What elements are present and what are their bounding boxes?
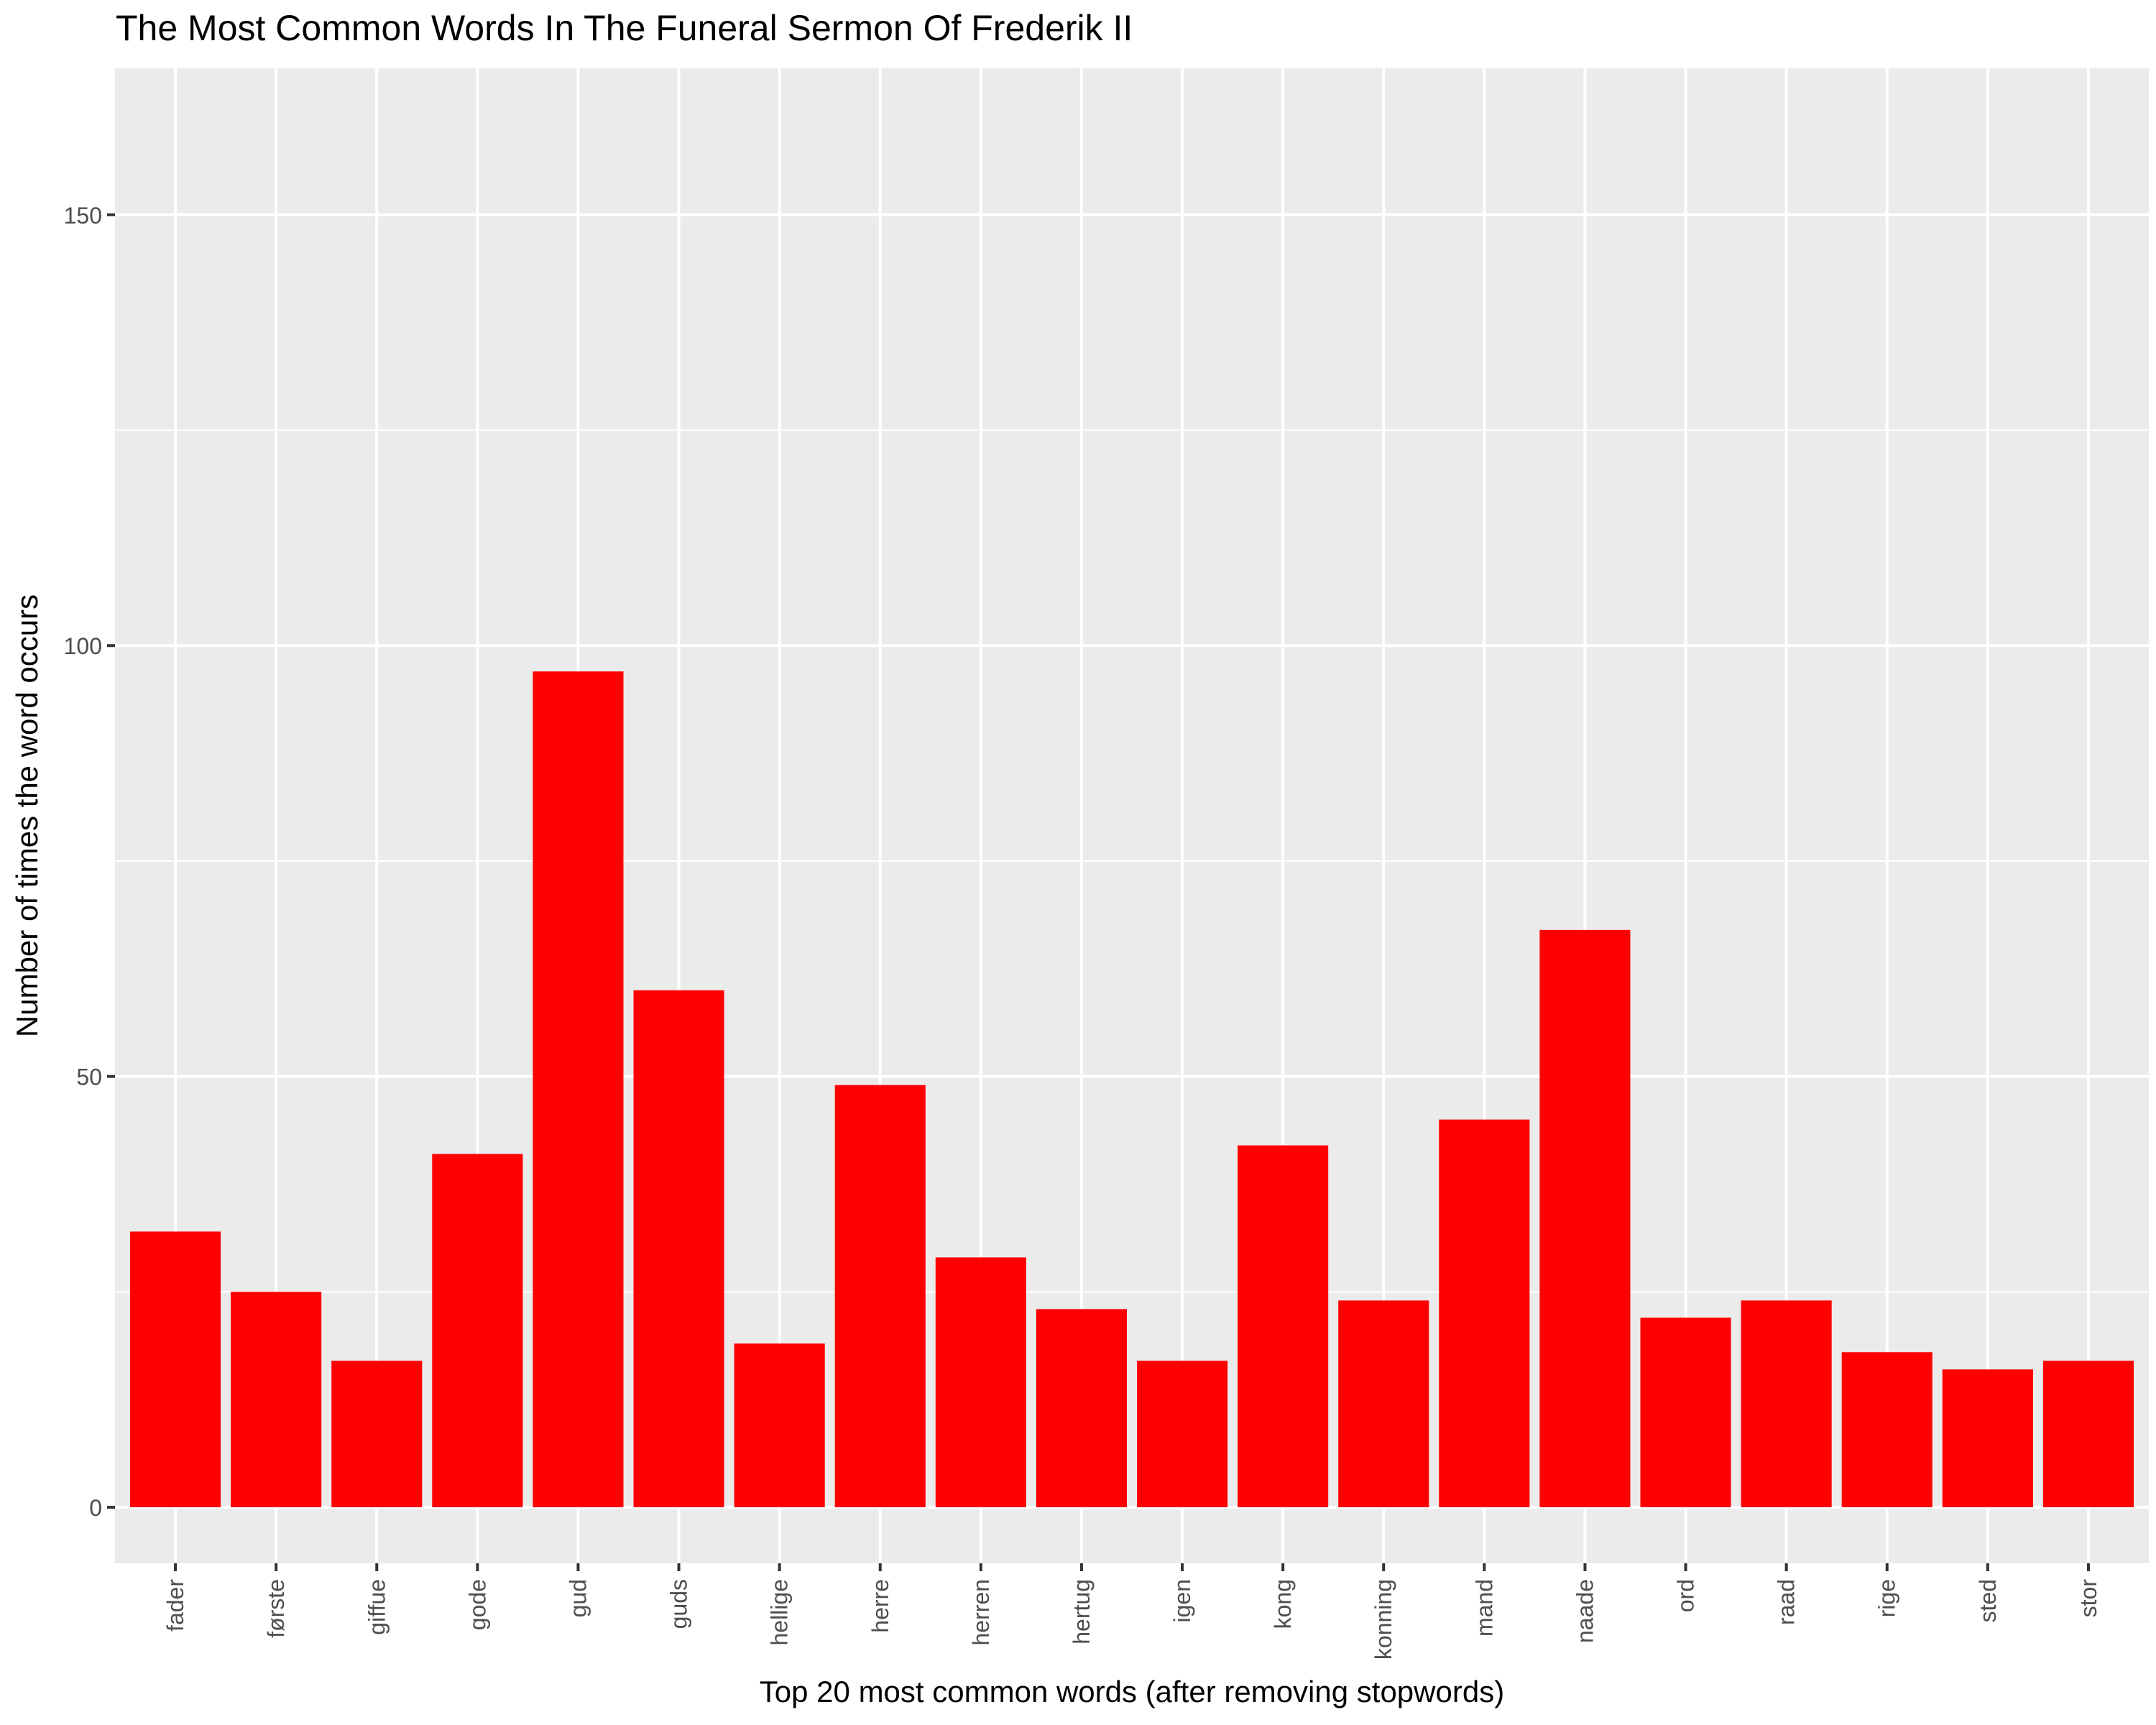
bar-hertug (1036, 1309, 1127, 1508)
bar-rige (1841, 1352, 1932, 1508)
x-tick-label: raad (1774, 1579, 1800, 1625)
bar-igen (1137, 1361, 1228, 1508)
bar-giffue (331, 1361, 423, 1508)
x-tick-label: igen (1169, 1579, 1195, 1623)
x-tick-label: guds (666, 1579, 692, 1629)
y-tick-label: 0 (89, 1495, 102, 1521)
bar-herren (935, 1257, 1026, 1508)
y-axis-label: Number of times the word occurs (10, 594, 44, 1037)
bar-gode (432, 1154, 523, 1508)
axes: 0 50 100 150 fader første giffue gode gud guds hel… (64, 203, 2101, 1660)
bars (130, 671, 2134, 1508)
x-tick-label: konning (1370, 1579, 1396, 1660)
x-tick-label: herren (968, 1579, 994, 1646)
bar-kong (1238, 1145, 1329, 1508)
bar-sted (1942, 1369, 2033, 1508)
bar-stor (2042, 1361, 2134, 1508)
chart-title: The Most Common Words In The Funeral Ser… (116, 8, 1133, 48)
x-tick-label: mand (1471, 1579, 1497, 1637)
x-tick-label: stor (2076, 1579, 2101, 1618)
x-tick-label: rige (1874, 1579, 1900, 1617)
x-tick-label: fader (162, 1579, 188, 1632)
bar-konning (1338, 1300, 1429, 1508)
x-tick-label: giffue (364, 1579, 390, 1635)
y-tick-label: 150 (64, 203, 102, 229)
plot-panel (115, 68, 2149, 1563)
bar-raad (1741, 1300, 1832, 1508)
bar-hellige (734, 1343, 825, 1508)
bar-herre (834, 1085, 926, 1508)
y-tick-label: 50 (76, 1064, 102, 1090)
bar-naade (1539, 929, 1631, 1508)
x-axis-label: Top 20 most common words (after removing… (760, 1675, 1504, 1708)
x-tick-label: kong (1270, 1579, 1296, 1629)
y-tick-label: 100 (64, 633, 102, 659)
bar-gud (533, 671, 624, 1508)
x-tick-label: gud (565, 1579, 591, 1617)
x-tick-label: sted (1975, 1579, 2001, 1622)
bar-guds (633, 990, 724, 1508)
x-tick-label: ord (1673, 1579, 1699, 1612)
x-tick-label: herre (867, 1579, 893, 1633)
bar-ord (1640, 1317, 1731, 1508)
x-tick-label: hellige (767, 1579, 793, 1646)
x-tick-label: første (263, 1579, 289, 1638)
x-tick-label: hertug (1069, 1579, 1095, 1644)
bar-første (231, 1292, 322, 1508)
x-tick-label: naade (1572, 1579, 1598, 1643)
bar-mand (1439, 1119, 1530, 1508)
x-tick-label: gode (464, 1579, 490, 1630)
bar-fader (130, 1231, 221, 1508)
